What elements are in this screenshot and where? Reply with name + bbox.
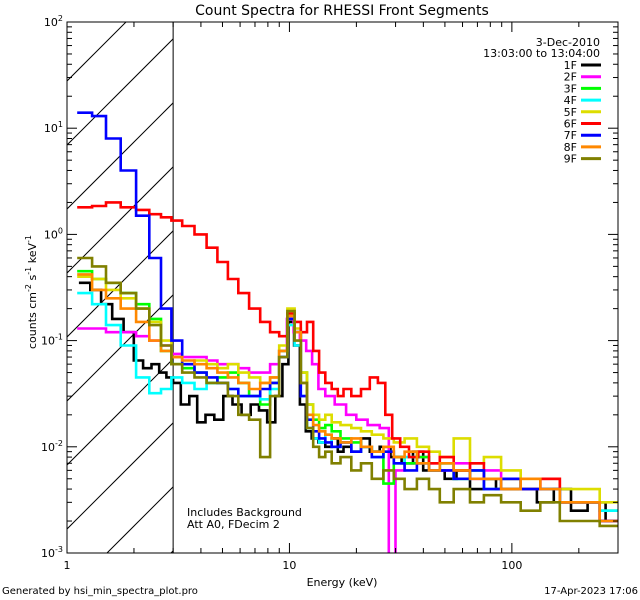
generated-by-label: Generated by hsi_min_spectra_plot.pro xyxy=(2,586,198,597)
legend-label-9F: 9F xyxy=(564,153,577,166)
hatched-region xyxy=(67,22,174,553)
x-tick-label: 10 xyxy=(282,559,296,572)
series-layer xyxy=(77,111,618,553)
legend-label-4F: 4F xyxy=(564,94,577,107)
series-8F xyxy=(77,273,618,523)
date-label: 3-Dec-2010 xyxy=(536,36,600,49)
y-axis-label-exp-cm: -2 xyxy=(24,284,33,292)
time-range-label: 13:03:00 to 13:04:00 xyxy=(483,47,600,60)
legend-label-6F: 6F xyxy=(564,118,577,131)
hatch-line xyxy=(67,166,174,274)
legend-label-1F: 1F xyxy=(564,59,577,72)
legend-label-2F: 2F xyxy=(564,71,577,84)
y-tick-label: 102 xyxy=(44,14,63,29)
hatch-line xyxy=(67,22,127,82)
y-tick-label: 10-3 xyxy=(41,545,63,560)
y-tick-label: 101 xyxy=(44,120,63,135)
legend-label-5F: 5F xyxy=(564,106,577,119)
hatch-line xyxy=(67,422,174,530)
hatch-line xyxy=(67,38,174,146)
hatch-lines xyxy=(67,22,174,553)
y-axis-label: counts cm-2 s-1 keV-1 xyxy=(24,235,39,349)
y-axis-label-kev: keV xyxy=(26,243,39,267)
note-attenuator: Att A0, FDecim 2 xyxy=(187,518,280,531)
x-tick-label: 1 xyxy=(64,559,71,572)
hatch-line xyxy=(67,358,174,466)
y-axis: 102 101 100 10-1 10-2 10-3 xyxy=(41,14,618,560)
legend-label-8F: 8F xyxy=(564,141,577,154)
note-background: Includes Background xyxy=(187,506,302,519)
y-axis-label-main: counts cm xyxy=(26,292,39,349)
legend-label-7F: 7F xyxy=(564,129,577,142)
plot-frame xyxy=(66,21,619,554)
x-axis: 1 10 100 xyxy=(64,22,619,572)
y-tick-label: 10-2 xyxy=(41,439,63,454)
hatch-line xyxy=(67,230,174,338)
y-axis-label-s: s xyxy=(26,274,39,283)
chart-title: Count Spectra for RHESSI Front Segments xyxy=(195,3,489,19)
x-tick-label: 100 xyxy=(501,559,522,572)
timestamp-label: 17-Apr-2023 17:06 xyxy=(544,586,638,597)
x-axis-label: Energy (keV) xyxy=(307,576,378,589)
y-axis-label-exp-s: -1 xyxy=(24,267,33,275)
legend-label-3F: 3F xyxy=(564,82,577,95)
series-9F xyxy=(77,256,618,528)
y-axis-label-exp-kev: -1 xyxy=(24,235,33,243)
y-tick-label: 100 xyxy=(44,226,63,241)
y-tick-label: 10-1 xyxy=(41,333,63,348)
